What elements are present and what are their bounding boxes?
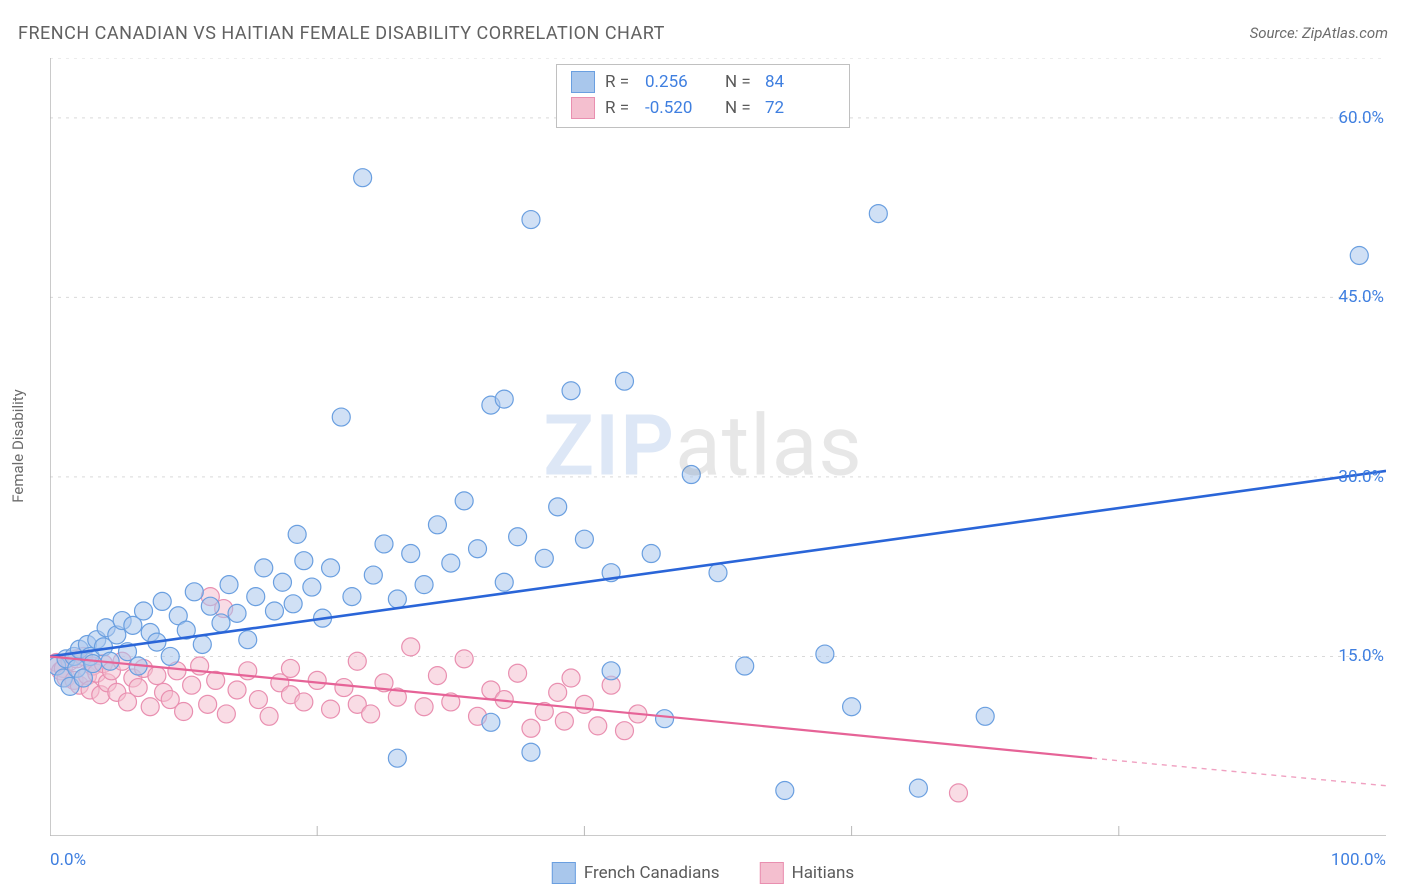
y-axis-label: Female Disability bbox=[9, 389, 27, 503]
legend-label: French Canadians bbox=[584, 863, 720, 883]
legend-label: Haitians bbox=[792, 863, 855, 883]
legend-item: French Canadians bbox=[552, 862, 720, 884]
legend-swatch bbox=[552, 862, 576, 884]
r-value: -0.520 bbox=[645, 95, 715, 121]
legend-row: R = -0.520 N = 72 bbox=[571, 95, 835, 121]
legend-swatch bbox=[760, 862, 784, 884]
series-legend: French Canadians Haitians bbox=[552, 862, 854, 884]
source-label: Source: ZipAtlas.com bbox=[1250, 24, 1388, 42]
legend-swatch bbox=[571, 71, 595, 93]
n-label: N = bbox=[725, 69, 755, 95]
r-label: R = bbox=[605, 95, 635, 121]
legend-swatch bbox=[571, 97, 595, 119]
plot-svg bbox=[50, 58, 1386, 836]
n-label: N = bbox=[725, 95, 755, 121]
scatter-plot bbox=[50, 58, 1386, 836]
correlation-legend: R = 0.256 N = 84 R = -0.520 N = 72 bbox=[556, 64, 850, 128]
x-axis-right-label: 100.0% bbox=[1331, 850, 1386, 870]
n-value: 72 bbox=[765, 95, 835, 121]
r-label: R = bbox=[605, 69, 635, 95]
page-title: FRENCH CANADIAN VS HAITIAN FEMALE DISABI… bbox=[18, 23, 665, 44]
n-value: 84 bbox=[765, 69, 835, 95]
legend-row: R = 0.256 N = 84 bbox=[571, 69, 835, 95]
r-value: 0.256 bbox=[645, 69, 715, 95]
legend-item: Haitians bbox=[760, 862, 855, 884]
title-bar: FRENCH CANADIAN VS HAITIAN FEMALE DISABI… bbox=[18, 20, 1388, 46]
x-axis-left-label: 0.0% bbox=[50, 850, 86, 870]
